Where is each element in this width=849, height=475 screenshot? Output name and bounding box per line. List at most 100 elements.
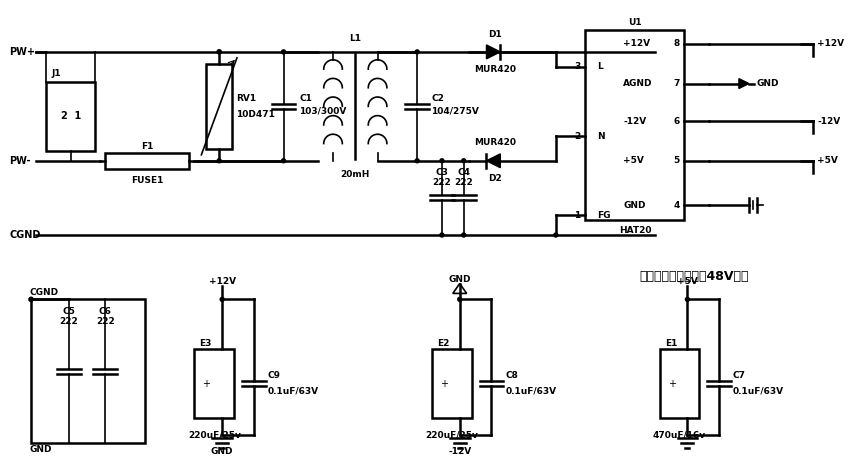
- Circle shape: [440, 159, 444, 163]
- Circle shape: [217, 50, 221, 54]
- Text: MUR420: MUR420: [475, 65, 516, 74]
- Polygon shape: [739, 79, 749, 88]
- Text: 3: 3: [574, 62, 581, 71]
- Text: +12V: +12V: [209, 277, 236, 286]
- Polygon shape: [486, 154, 500, 168]
- Text: AGND: AGND: [623, 79, 653, 88]
- Text: 5: 5: [673, 156, 679, 165]
- Text: RV1: RV1: [236, 94, 256, 103]
- Text: +: +: [667, 379, 676, 389]
- Text: E3: E3: [200, 340, 211, 349]
- Text: -12V: -12V: [448, 447, 471, 456]
- Bar: [105, 153, 189, 169]
- Circle shape: [462, 159, 466, 163]
- Circle shape: [29, 297, 33, 301]
- Text: L: L: [598, 62, 603, 71]
- Polygon shape: [486, 45, 500, 59]
- Text: +5V: +5V: [623, 156, 644, 165]
- Text: 2  1: 2 1: [60, 111, 81, 121]
- Text: 1: 1: [574, 211, 581, 220]
- Text: L1: L1: [349, 34, 362, 43]
- Text: 220uF/25v: 220uF/25v: [425, 430, 478, 439]
- Text: GND: GND: [623, 201, 645, 210]
- Text: +: +: [202, 379, 211, 389]
- Text: 6: 6: [673, 117, 679, 126]
- Text: 103/300V: 103/300V: [300, 107, 346, 116]
- Text: C9: C9: [267, 371, 281, 380]
- Text: +5V: +5V: [677, 277, 698, 286]
- Circle shape: [440, 233, 444, 237]
- Circle shape: [282, 159, 285, 163]
- Circle shape: [415, 50, 419, 54]
- Circle shape: [415, 159, 419, 163]
- Circle shape: [685, 297, 689, 301]
- Text: C8: C8: [505, 371, 518, 380]
- Text: 20mH: 20mH: [340, 170, 370, 179]
- Text: 222: 222: [96, 317, 115, 326]
- Text: -12V: -12V: [623, 117, 646, 126]
- Text: 2: 2: [574, 132, 581, 141]
- Bar: [194, 349, 234, 418]
- Text: -12V: -12V: [817, 117, 841, 126]
- Text: FUSE1: FUSE1: [132, 176, 164, 185]
- Text: E1: E1: [665, 340, 677, 349]
- Text: C2: C2: [431, 94, 444, 103]
- Bar: [206, 64, 232, 149]
- Text: GND: GND: [448, 275, 471, 284]
- Circle shape: [220, 297, 224, 301]
- Text: CGND: CGND: [9, 230, 41, 240]
- Text: 0.1uF/63V: 0.1uF/63V: [733, 387, 784, 396]
- Text: MUR420: MUR420: [475, 138, 516, 147]
- Circle shape: [462, 233, 466, 237]
- Bar: [31, 299, 145, 443]
- Text: C7: C7: [733, 371, 746, 380]
- Text: D2: D2: [488, 174, 503, 183]
- Text: PW-: PW-: [9, 156, 31, 166]
- Text: +12V: +12V: [817, 39, 844, 48]
- Text: 470uF/16v: 470uF/16v: [653, 430, 706, 439]
- Text: GND: GND: [29, 445, 52, 454]
- Bar: [586, 30, 684, 220]
- Text: C5: C5: [62, 307, 76, 316]
- Text: U1: U1: [628, 18, 642, 27]
- Text: PW+: PW+: [9, 47, 36, 57]
- Text: F1: F1: [141, 142, 154, 152]
- Circle shape: [282, 50, 285, 54]
- Text: C3: C3: [436, 168, 448, 177]
- Text: 7: 7: [673, 79, 679, 88]
- Bar: [46, 82, 95, 151]
- Circle shape: [217, 159, 221, 163]
- Text: D1: D1: [488, 29, 503, 38]
- Text: 220uF/25v: 220uF/25v: [188, 430, 240, 439]
- Text: E2: E2: [437, 340, 449, 349]
- Text: +12V: +12V: [623, 39, 650, 48]
- Text: FG: FG: [598, 211, 610, 220]
- Text: 8: 8: [673, 39, 679, 48]
- Text: 配电装置电源模块：48V输入: 配电装置电源模块：48V输入: [639, 270, 749, 283]
- Bar: [432, 349, 471, 418]
- Text: +: +: [440, 379, 448, 389]
- Text: 222: 222: [454, 178, 473, 187]
- Text: 104/275V: 104/275V: [431, 107, 479, 116]
- Text: CGND: CGND: [29, 288, 59, 297]
- Text: GND: GND: [211, 447, 233, 456]
- Text: C1: C1: [300, 94, 312, 103]
- Text: HAT20: HAT20: [619, 226, 651, 235]
- Circle shape: [29, 297, 33, 301]
- Circle shape: [458, 297, 462, 301]
- Text: 222: 222: [59, 317, 78, 326]
- Text: 4: 4: [673, 201, 679, 210]
- Text: 0.1uF/63V: 0.1uF/63V: [505, 387, 556, 396]
- Text: +5V: +5V: [817, 156, 838, 165]
- Text: C6: C6: [98, 307, 112, 316]
- Text: 10D471: 10D471: [236, 110, 275, 119]
- Bar: [660, 349, 700, 418]
- Text: C4: C4: [458, 168, 470, 177]
- Text: 0.1uF/63V: 0.1uF/63V: [267, 387, 319, 396]
- Text: 222: 222: [432, 178, 452, 187]
- Text: J1: J1: [51, 69, 60, 78]
- Text: N: N: [598, 132, 605, 141]
- Circle shape: [217, 50, 221, 54]
- Text: GND: GND: [756, 79, 779, 88]
- Circle shape: [554, 233, 558, 237]
